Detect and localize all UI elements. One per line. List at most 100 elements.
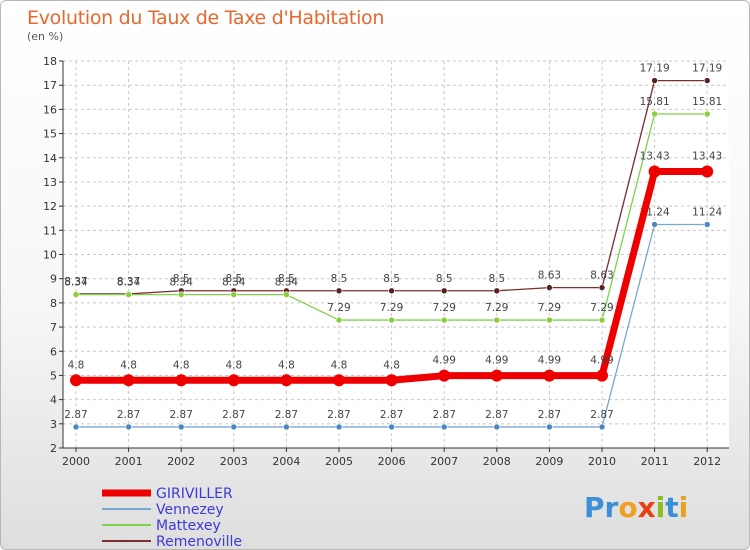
data-point [72,423,80,431]
data-point [493,287,501,295]
data-point [175,374,188,387]
data-point [651,77,658,84]
data-point [335,316,343,324]
y-tick-label: 7 [50,321,57,334]
x-tick-label: 2006 [378,455,406,468]
data-point [72,291,80,298]
data-label: 8.5 [278,273,295,285]
data-label: 2.87 [433,409,456,421]
data-point [598,284,606,291]
data-label: 4.99 [485,355,508,367]
x-tick-label: 2007 [430,455,458,468]
data-point [440,423,448,431]
y-tick-label: 4 [50,394,57,407]
data-label: 11.24 [692,207,722,219]
y-tick-label: 6 [50,345,57,358]
data-label: 8.5 [436,273,453,285]
chart-title: Evolution du Taux de Taxe d'Habitation [27,7,385,29]
data-point [703,221,711,228]
data-label: 4.8 [173,359,190,371]
data-label: 7.29 [380,302,403,314]
y-tick-label: 2 [50,442,57,455]
data-label: 7.29 [433,302,456,314]
data-label: 8.63 [590,270,613,282]
proxiti-logo-part: o [618,491,637,524]
data-label: 4.99 [538,355,561,367]
data-point [440,316,448,324]
y-tick-label: 18 [43,55,57,68]
data-label: 8.37 [117,276,140,288]
data-label: 2.87 [380,409,403,421]
data-label: 4.8 [120,359,137,371]
chart-subtitle: (en %) [27,30,64,43]
data-label: 8.34 [275,277,299,289]
x-tick-label: 2000 [62,455,90,468]
data-point [70,374,82,387]
data-point [440,287,448,295]
data-label: 8.5 [331,273,348,285]
data-label: 2.87 [538,409,561,421]
data-point [230,423,238,431]
data-label: 7.29 [590,302,613,314]
data-point [333,374,345,387]
data-point [596,369,608,382]
y-tick-label: 11 [43,224,57,237]
proxiti-logo-part: Pr [584,491,619,524]
data-label: 2.87 [222,409,245,421]
data-label: 4.8 [383,359,400,371]
data-label: 8.37 [64,276,87,288]
data-point [546,316,553,324]
x-tick-label: 2002 [167,455,195,468]
data-label: 17.19 [692,63,722,75]
data-label: 8.34 [170,277,194,289]
data-point [388,287,395,295]
data-label: 4.8 [278,359,295,371]
y-tick-label: 10 [43,249,57,262]
data-label: 2.87 [327,409,350,421]
data-point [283,423,290,431]
data-label: 8.63 [538,270,561,282]
x-tick-label: 2003 [220,455,248,468]
data-point [122,374,135,387]
data-label: 2.87 [64,409,87,421]
data-label: 8.34 [64,277,88,289]
data-label: 15.81 [640,96,670,108]
y-tick-label: 12 [43,200,57,213]
data-label: 7.29 [327,302,350,314]
data-label: 2.87 [275,409,298,421]
data-label: 7.29 [538,302,561,314]
data-label: 2.87 [590,409,613,421]
data-point [701,165,714,178]
data-point [227,374,240,387]
data-label: 13.43 [640,151,670,163]
data-point [598,423,606,431]
data-label: 4.8 [225,359,242,371]
data-point [703,110,711,118]
legend-label: Vennezey [156,502,224,518]
data-label: 8.34 [222,277,246,289]
data-label: 2.87 [117,409,140,421]
data-point [493,423,501,431]
legend-label: GIRIVILLER [156,486,233,502]
proxiti-logo-part: i [679,491,689,524]
data-label: 15.81 [692,96,722,108]
proxiti-logo-part: t [665,491,678,524]
data-point [493,316,501,324]
data-label: 4.99 [433,355,456,367]
proxiti-logo-part: x [638,491,656,524]
proxiti-logo: Proxiti [584,491,688,524]
y-tick-label: 15 [43,128,57,141]
x-tick-label: 2004 [272,455,300,468]
data-point [438,369,451,382]
data-point [283,291,290,298]
data-point [177,291,185,298]
data-point [125,291,132,298]
data-label: 8.5 [173,273,190,285]
data-point [546,284,553,291]
data-label: 17.19 [640,63,670,75]
x-tick-label: 2010 [588,455,616,468]
proxiti-logo-part: i [656,491,666,524]
x-tick-label: 2001 [115,455,143,468]
data-point [543,369,556,382]
